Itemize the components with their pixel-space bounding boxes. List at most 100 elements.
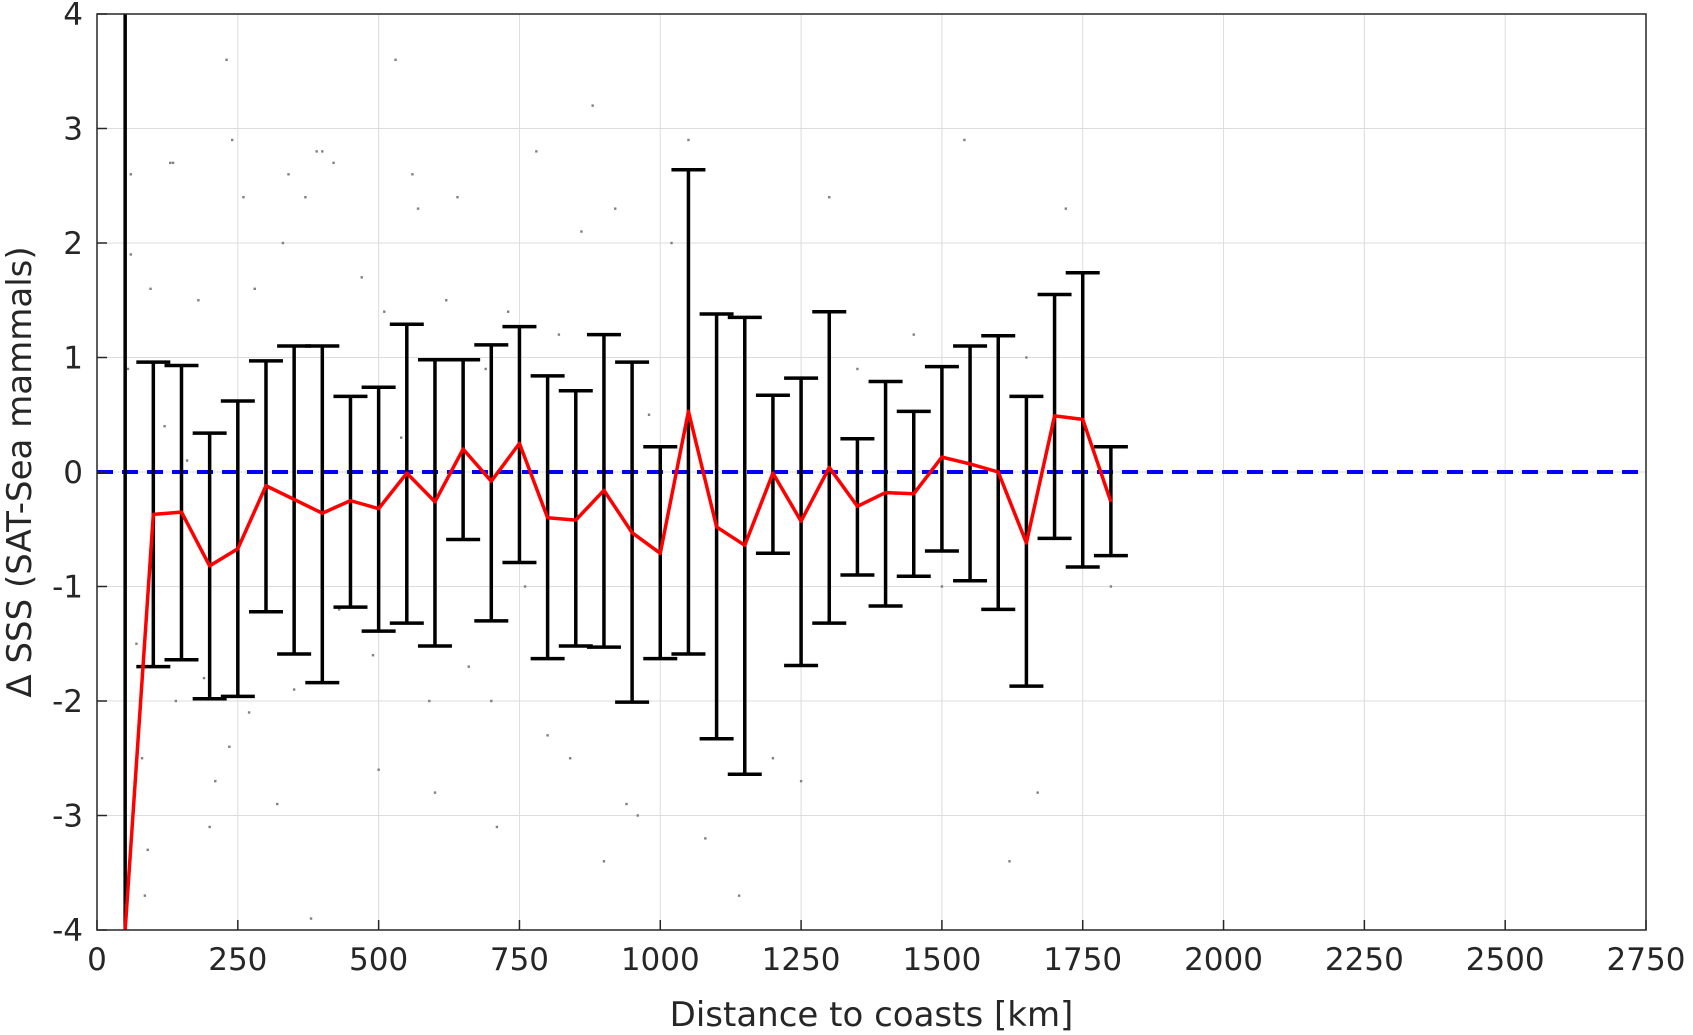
scatter-point (276, 802, 279, 806)
scatter-point (1025, 356, 1028, 359)
scatter-point (523, 585, 527, 588)
scatter-point (383, 310, 386, 313)
scatter-point (281, 241, 285, 245)
y-tick-label: 0 (63, 455, 83, 491)
scatter-point (185, 459, 189, 462)
scatter-point (135, 642, 138, 645)
scatter-point (591, 104, 594, 107)
scatter-point (433, 791, 437, 794)
scatter-point (636, 814, 639, 817)
scatter-point (467, 665, 470, 668)
scatter-point (360, 276, 363, 279)
scatter-point (602, 860, 606, 863)
scatter-point (1036, 791, 1039, 794)
y-tick-label: -1 (52, 570, 83, 606)
scatter-point (287, 173, 290, 176)
scatter-point (171, 161, 175, 165)
y-tick-label: -4 (52, 913, 83, 949)
scatter-point (169, 161, 172, 165)
scatter-point (445, 299, 448, 302)
scatter-point (253, 287, 256, 290)
scatter-point (292, 688, 296, 691)
scatter-point (143, 894, 147, 897)
mean-line (123, 409, 1113, 931)
scatter-point (535, 150, 538, 153)
scatter-point (304, 196, 307, 199)
scatter-point (737, 894, 741, 897)
scatter-point (506, 310, 510, 313)
scatter-point (174, 699, 178, 703)
y-tick-label: 4 (63, 0, 83, 33)
scatter-point (129, 253, 132, 256)
scatter-point (371, 654, 375, 657)
scatter-point (490, 699, 493, 703)
scatter-point (940, 585, 944, 588)
x-tick-label: 250 (208, 942, 267, 978)
x-tick-label: 500 (349, 942, 408, 978)
scatter-point (428, 699, 431, 703)
x-tick-label: 2250 (1325, 942, 1404, 978)
scatter-point (149, 287, 152, 290)
scatter-point (126, 367, 130, 371)
y-tick-label: -3 (52, 799, 83, 835)
scatter-point (614, 207, 617, 210)
y-axis-ticks: -4 -3 -2 -1 0 1 2 3 4 (52, 0, 107, 949)
scatter-point (568, 757, 572, 760)
scatter-point (647, 413, 651, 416)
scatter-point (828, 196, 831, 199)
scatter-point (799, 779, 803, 783)
scatter-point (416, 207, 420, 210)
scatter-point (129, 173, 132, 176)
scatter-point (484, 367, 487, 371)
y-axis-label: Δ SSS (SAT-Sea mammals) (0, 246, 40, 697)
scatter-point (163, 425, 166, 428)
scatter-point (332, 161, 335, 165)
scatter-point (146, 848, 149, 852)
x-axis-ticks: 0 250 500 750 1000 1250 1500 1750 2000 2250 2500 27… (87, 920, 1685, 978)
scatter-point (1064, 207, 1068, 210)
scatter-point (625, 802, 628, 806)
scatter-point (377, 768, 380, 771)
scatter-point (214, 779, 217, 783)
scatter-point (580, 230, 583, 233)
x-tick-label: 1250 (762, 942, 841, 978)
scatter-point (411, 173, 414, 176)
scatter-point (856, 367, 859, 371)
scatter-point (704, 837, 707, 840)
scatter-point (963, 138, 966, 142)
scatter-point (557, 333, 561, 336)
y-tick-label: -2 (52, 684, 83, 720)
x-tick-label: 0 (87, 942, 107, 978)
x-axis-label: Distance to coasts [km] (670, 995, 1074, 1035)
x-tick-label: 1750 (1043, 942, 1122, 978)
scatter-point (202, 676, 206, 680)
scatter-point (670, 241, 673, 245)
scatter-point (546, 734, 549, 737)
scatter-point (228, 745, 231, 748)
scatter-point (197, 299, 200, 302)
scatter-point (309, 917, 313, 920)
scatter-point (687, 138, 690, 142)
x-tick-label: 2000 (1184, 942, 1263, 978)
scatter-point (140, 757, 144, 760)
x-tick-label: 1000 (621, 942, 700, 978)
scatter-point (321, 150, 324, 153)
scatter-point (225, 58, 228, 61)
y-tick-label: 1 (63, 341, 83, 377)
scatter-point (1109, 585, 1113, 588)
x-tick-label: 750 (490, 942, 549, 978)
x-tick-label: 1500 (902, 942, 981, 978)
scatter-point (399, 436, 403, 439)
scatter-point (394, 58, 397, 61)
scatter-point (912, 333, 915, 336)
x-tick-label: 2500 (1466, 942, 1545, 978)
scatter-point (208, 825, 211, 829)
y-tick-label: 2 (63, 226, 83, 262)
x-tick-label: 2750 (1607, 942, 1686, 978)
scatter-point (242, 196, 245, 199)
scatter-point (495, 825, 499, 829)
scatter-point (456, 196, 459, 199)
scatter-point (338, 608, 341, 611)
